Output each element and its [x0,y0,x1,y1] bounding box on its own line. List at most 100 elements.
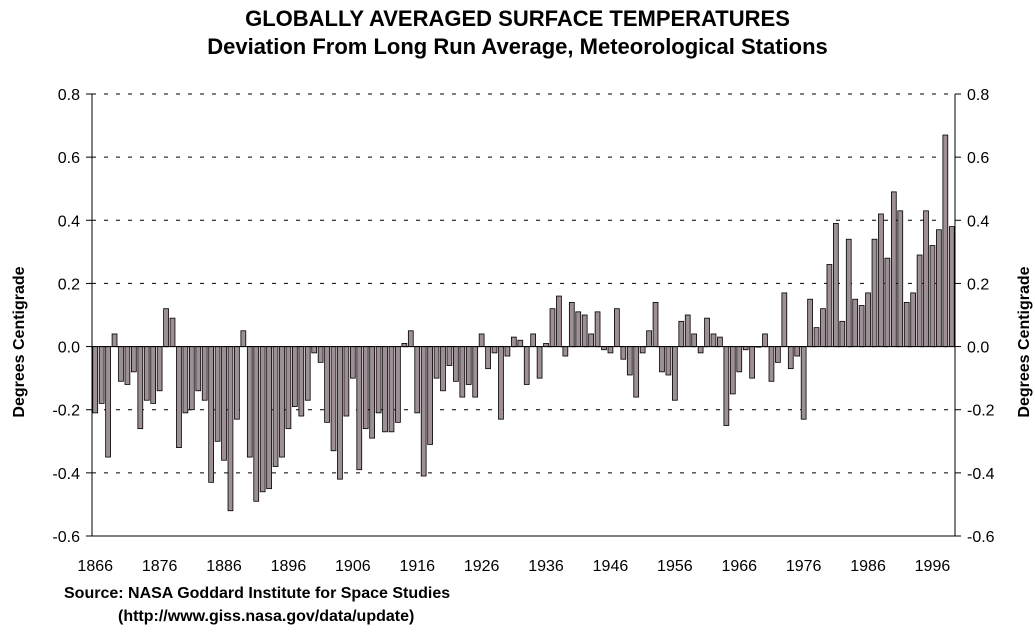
x-tick-label: 1986 [850,558,886,575]
bar-1991 [897,210,904,347]
x-tick-label: 1956 [657,558,693,575]
bar-1910 [375,346,382,414]
bar-1982 [839,320,846,347]
bar-1925 [472,346,479,398]
bars [92,134,955,512]
bar-1898 [298,346,305,417]
chart-title: GLOBALLY AVERAGED SURFACE TEMPERATURES [245,6,790,31]
bar-1986 [865,292,871,347]
bar-1876 [156,346,163,392]
source-line: Source: NASA Goddard Institute for Space… [64,585,451,602]
bar-1984 [852,298,859,347]
bar-1875 [150,346,157,404]
bar-1871 [124,346,131,385]
bar-1908 [362,346,369,430]
y-tick-label-right: 0.4 [967,213,989,230]
bar-1941 [575,311,582,347]
bar-1896 [285,346,292,430]
bar-1932 [517,339,524,347]
bar-1937 [549,308,556,347]
y-tick-label-right: 0.0 [967,340,989,357]
bar-1906 [349,346,356,379]
bar-1916 [414,346,421,414]
bar-1894 [272,346,279,467]
bar-1919 [433,346,440,379]
bar-1998 [942,134,949,347]
bar-1909 [369,346,376,439]
y-tick-label-left: 0.8 [58,87,80,104]
x-tick-label: 1906 [335,558,371,575]
bar-1990 [890,191,897,347]
bar-1901 [317,346,324,363]
bar-1974 [787,346,794,370]
bar-1960 [697,346,704,354]
bar-1874 [143,346,150,401]
bar-1988 [878,213,884,347]
bar-1915 [407,330,414,347]
bar-1983 [845,238,852,347]
bar-1897 [292,346,298,407]
bar-1886 [221,346,227,461]
bar-1931 [510,336,517,347]
bar-1940 [568,301,575,347]
bar-1997 [936,229,942,347]
bar-1954 [659,346,665,373]
bar-1892 [259,346,266,493]
bar-1995 [923,210,929,347]
bar-1903 [330,346,337,452]
bar-1977 [807,298,813,347]
y-tick-label-right: 0.6 [967,150,989,167]
bar-1933 [523,346,530,385]
x-tick-label: 1946 [593,558,629,575]
bar-1902 [324,346,330,423]
bar-1992 [903,301,910,347]
bar-1878 [169,317,176,347]
bar-1951 [639,346,646,354]
bar-1907 [356,346,363,471]
bar-1913 [395,346,401,423]
x-tick-label: 1876 [142,558,178,575]
bar-1953 [652,301,659,347]
bar-1930 [504,346,511,357]
bar-1893 [266,346,272,490]
x-tick-label: 1866 [77,558,113,575]
bar-1873 [137,346,144,430]
tick-labels: 0.8 0.8 0.6 0.6 0.4 0.4 0.2 0.2 0.0 0.0 -0.2 -0.2 -0… [52,87,994,575]
bar-1920 [440,346,446,392]
bar-1996 [929,245,936,347]
bar-1961 [704,317,710,347]
bar-1879 [176,346,182,449]
bar-1975 [794,346,801,357]
bar-1884 [208,346,214,483]
bar-1921 [446,346,453,366]
bar-1965 [729,346,736,395]
bar-1888 [234,346,240,420]
y-tick-label-right: -0.2 [967,403,995,420]
x-tick-label: 1886 [206,558,242,575]
y-tick-label-left: -0.4 [52,466,80,483]
bar-1994 [916,254,923,347]
bar-1981 [833,223,839,347]
bar-1900 [311,346,318,354]
bar-1935 [536,346,543,379]
bar-1966 [736,346,743,373]
bar-1918 [427,346,433,445]
bar-1926 [478,333,485,347]
y-tick-label-right: 0.8 [967,87,989,104]
bar-1948 [620,346,627,360]
y-tick-label-right: -0.6 [967,529,995,546]
bar-1989 [884,257,891,347]
bar-1917 [420,346,427,477]
bar-1958 [684,314,691,347]
bar-1885 [214,346,221,442]
bar-1899 [304,346,311,401]
y-tick-label-left: 0.4 [58,213,80,230]
bar-1881 [188,346,195,411]
bar-1923 [459,346,466,398]
bar-1934 [530,333,537,347]
y-tick-label-left: 0.0 [58,340,80,357]
bar-1866 [92,346,99,414]
bar-1999 [948,226,955,347]
bar-1883 [201,346,208,401]
